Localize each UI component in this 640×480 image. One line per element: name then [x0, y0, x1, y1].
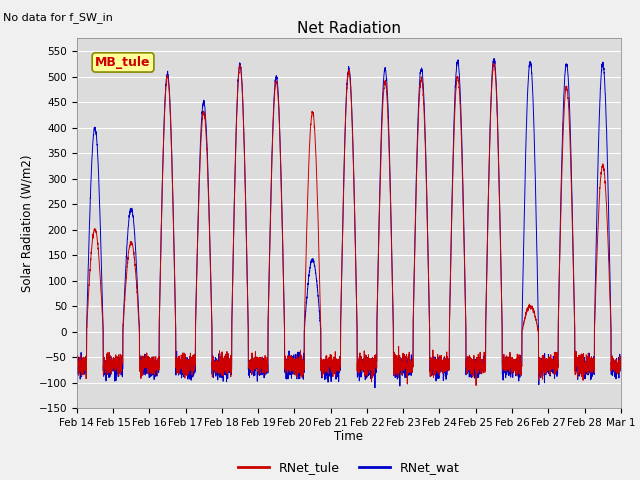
Y-axis label: Solar Radiation (W/m2): Solar Radiation (W/m2) [20, 155, 33, 292]
RNet_wat [371, 385, 379, 391]
RNet_tule [616, 353, 624, 359]
RNet_tule [171, 271, 179, 276]
RNet_wat [616, 364, 624, 370]
RNet_wat [471, 357, 479, 362]
RNet_tule [617, 362, 625, 368]
RNet_tule [471, 364, 479, 370]
Legend: RNet_tule, RNet_wat: RNet_tule, RNet_wat [233, 456, 465, 480]
RNet_wat [617, 368, 625, 374]
RNet_wat [490, 56, 498, 61]
Text: No data for f_SW_in: No data for f_SW_in [3, 12, 113, 23]
RNet_tule [490, 60, 498, 66]
Line: RNet_wat: RNet_wat [77, 59, 621, 388]
RNet_tule [328, 364, 336, 370]
RNet_wat [171, 269, 179, 275]
RNet_wat [328, 364, 336, 370]
RNet_tule [440, 356, 448, 362]
Text: MB_tule: MB_tule [95, 56, 151, 69]
Title: Net Radiation: Net Radiation [297, 21, 401, 36]
RNet_wat [502, 375, 509, 381]
RNet_tule [502, 355, 509, 360]
RNet_tule [73, 357, 81, 363]
X-axis label: Time: Time [334, 431, 364, 444]
Line: RNet_tule: RNet_tule [77, 63, 621, 385]
RNet_tule [472, 383, 480, 388]
RNet_wat [441, 358, 449, 363]
RNet_wat [73, 370, 81, 376]
